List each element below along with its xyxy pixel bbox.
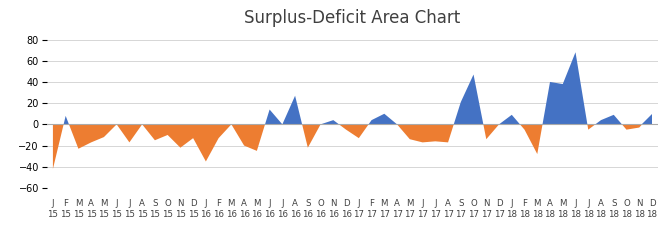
Text: 16: 16 [251, 210, 263, 219]
Text: 16: 16 [315, 210, 326, 219]
Text: 18: 18 [646, 210, 658, 219]
Text: O: O [623, 199, 630, 208]
Text: 18: 18 [545, 210, 555, 219]
Text: 15: 15 [124, 210, 135, 219]
Text: M: M [227, 199, 235, 208]
Text: 17: 17 [442, 210, 454, 219]
Text: 15: 15 [136, 210, 148, 219]
Text: A: A [445, 199, 451, 208]
Text: F: F [216, 199, 221, 208]
Text: 17: 17 [404, 210, 416, 219]
Text: D: D [190, 199, 196, 208]
Text: 16: 16 [226, 210, 237, 219]
Text: M: M [533, 199, 541, 208]
Text: 15: 15 [60, 210, 71, 219]
Text: 15: 15 [47, 210, 59, 219]
Text: M: M [559, 199, 567, 208]
Text: 18: 18 [532, 210, 543, 219]
Text: A: A [547, 199, 553, 208]
Text: 18: 18 [519, 210, 530, 219]
Text: A: A [139, 199, 145, 208]
Text: 16: 16 [328, 210, 339, 219]
Text: 18: 18 [570, 210, 581, 219]
Text: F: F [522, 199, 527, 208]
Text: O: O [470, 199, 477, 208]
Text: J: J [434, 199, 436, 208]
Text: M: M [100, 199, 108, 208]
Text: 17: 17 [353, 210, 364, 219]
Text: 17: 17 [430, 210, 441, 219]
Text: 18: 18 [595, 210, 606, 219]
Text: J: J [205, 199, 207, 208]
Text: D: D [342, 199, 349, 208]
Text: A: A [292, 199, 298, 208]
Text: 16: 16 [264, 210, 275, 219]
Text: J: J [575, 199, 577, 208]
Text: S: S [458, 199, 464, 208]
Text: 17: 17 [392, 210, 402, 219]
Text: 16: 16 [340, 210, 352, 219]
Text: M: M [74, 199, 82, 208]
Text: 15: 15 [73, 210, 84, 219]
Text: O: O [317, 199, 324, 208]
Text: 15: 15 [162, 210, 173, 219]
Text: A: A [241, 199, 247, 208]
Text: 17: 17 [493, 210, 505, 219]
Text: 16: 16 [200, 210, 211, 219]
Text: 17: 17 [379, 210, 390, 219]
Text: N: N [636, 199, 642, 208]
Text: D: D [495, 199, 502, 208]
Text: 17: 17 [481, 210, 492, 219]
Text: M: M [406, 199, 414, 208]
Text: N: N [177, 199, 184, 208]
Title: Surplus-Deficit Area Chart: Surplus-Deficit Area Chart [244, 9, 461, 27]
Text: 16: 16 [289, 210, 301, 219]
Text: 15: 15 [150, 210, 160, 219]
Text: J: J [52, 199, 54, 208]
Text: J: J [587, 199, 589, 208]
Text: 18: 18 [621, 210, 632, 219]
Text: 18: 18 [506, 210, 517, 219]
Text: 16: 16 [277, 210, 288, 219]
Text: A: A [598, 199, 604, 208]
Text: 17: 17 [468, 210, 479, 219]
Text: 18: 18 [583, 210, 594, 219]
Text: 15: 15 [188, 210, 199, 219]
Text: A: A [88, 199, 94, 208]
Text: 18: 18 [557, 210, 569, 219]
Text: J: J [358, 199, 360, 208]
Text: J: J [116, 199, 118, 208]
Text: 18: 18 [634, 210, 645, 219]
Text: F: F [369, 199, 374, 208]
Text: 16: 16 [239, 210, 249, 219]
Text: D: D [648, 199, 655, 208]
Text: A: A [394, 199, 400, 208]
Text: 17: 17 [366, 210, 377, 219]
Text: J: J [511, 199, 513, 208]
Text: M: M [253, 199, 261, 208]
Text: S: S [305, 199, 311, 208]
Text: N: N [483, 199, 489, 208]
Text: S: S [611, 199, 616, 208]
Text: F: F [63, 199, 68, 208]
Text: 16: 16 [303, 210, 313, 219]
Text: S: S [152, 199, 158, 208]
Text: O: O [164, 199, 171, 208]
Text: N: N [330, 199, 336, 208]
Text: 15: 15 [98, 210, 110, 219]
Text: 16: 16 [213, 210, 224, 219]
Text: J: J [422, 199, 424, 208]
Text: 18: 18 [608, 210, 619, 219]
Text: J: J [269, 199, 271, 208]
Text: 15: 15 [111, 210, 122, 219]
Text: J: J [128, 199, 130, 208]
Text: M: M [380, 199, 388, 208]
Text: 17: 17 [456, 210, 466, 219]
Text: J: J [281, 199, 283, 208]
Text: 15: 15 [86, 210, 96, 219]
Text: 15: 15 [175, 210, 186, 219]
Text: 17: 17 [417, 210, 428, 219]
